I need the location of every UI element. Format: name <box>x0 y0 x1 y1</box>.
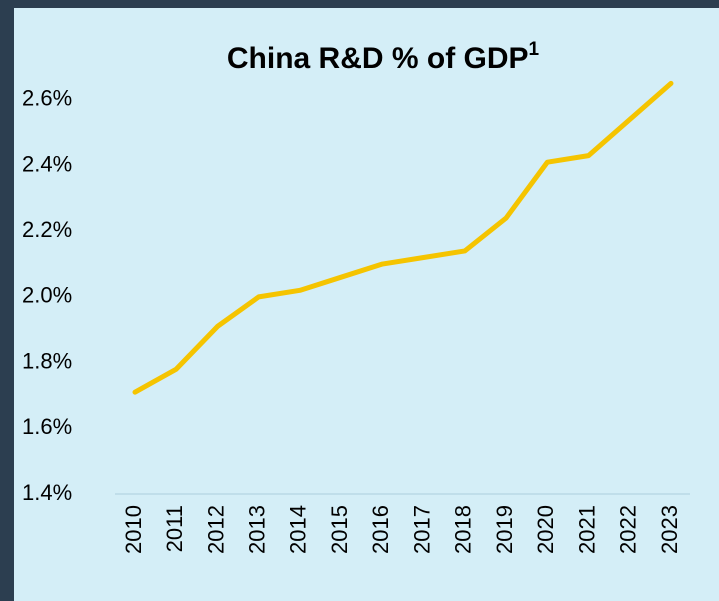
x-tick-label: 2016 <box>368 505 393 554</box>
x-tick-label: 2014 <box>286 505 311 554</box>
x-tick-label: 2017 <box>409 505 434 554</box>
title-superscript: 1 <box>529 39 540 60</box>
x-tick-label: 2011 <box>162 505 187 552</box>
y-tick-label: 1.6% <box>22 414 72 439</box>
y-tick-label: 2.6% <box>22 86 72 111</box>
x-tick-label: 2015 <box>327 505 352 554</box>
y-tick-label: 2.4% <box>22 151 72 176</box>
x-tick-label: 2018 <box>451 505 476 554</box>
title-text: China R&D % of GDP <box>227 42 529 75</box>
y-tick-label: 2.2% <box>22 217 72 242</box>
x-tick-label: 2010 <box>121 505 146 554</box>
x-tick-label: 2012 <box>203 505 228 554</box>
y-tick-label: 1.8% <box>22 348 72 373</box>
panel <box>14 8 719 601</box>
y-tick-label: 1.4% <box>22 480 72 505</box>
chart-title: China R&D % of GDP1 <box>227 39 540 75</box>
x-tick-label: 2020 <box>533 505 558 554</box>
x-tick-label: 2023 <box>657 505 682 554</box>
data-line <box>132 80 674 395</box>
x-tick-label: 2021 <box>574 505 599 554</box>
x-tick-label: 2019 <box>492 505 517 554</box>
x-tick-label: 2022 <box>616 505 641 554</box>
x-tick-label: 2013 <box>245 505 270 554</box>
y-tick-label: 2.0% <box>22 283 72 308</box>
